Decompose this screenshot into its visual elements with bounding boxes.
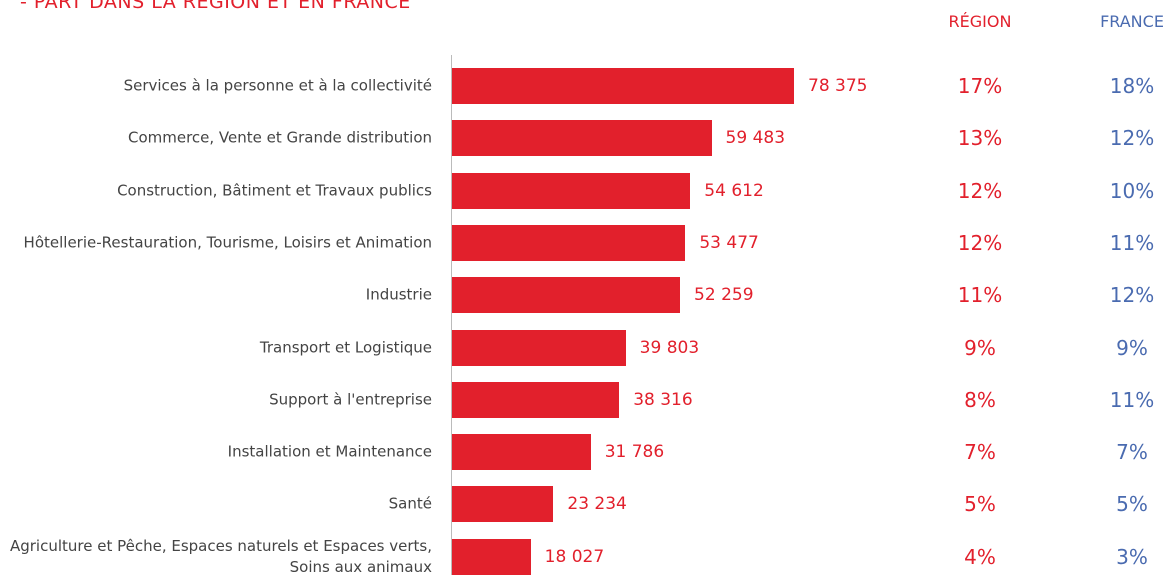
bar: [452, 329, 626, 366]
category-label: Support à l'entreprise: [269, 390, 432, 409]
category-label: Transport et Logistique: [259, 338, 432, 356]
axis-line: [451, 55, 452, 575]
percent-label: 12%: [957, 230, 1003, 255]
percent-label: 4%: [964, 544, 996, 569]
category-label: Commerce, Vente et Grande distribution: [127, 128, 432, 147]
bar: [452, 224, 686, 261]
value-label: 52 259: [694, 285, 754, 306]
percent-label: 3%: [1116, 544, 1148, 569]
percent-label: 7%: [1116, 440, 1148, 465]
value-label: 54 612: [704, 180, 764, 201]
value-label: 39 803: [639, 337, 700, 358]
bar: [452, 172, 691, 209]
value-label: 78 375: [808, 76, 868, 96]
value-label: 18 027: [544, 546, 605, 567]
percent-label: 5%: [1116, 492, 1148, 517]
category-label: Santé: [388, 494, 432, 513]
bar: [452, 486, 554, 523]
percent-label: 8%: [964, 387, 996, 412]
value-label: 59 483: [725, 128, 786, 149]
category-label: Construction, Bâtiment et Travaux public…: [117, 181, 432, 200]
column-header: FRANCE: [1100, 12, 1164, 31]
percent-label: 12%: [1109, 126, 1155, 151]
percent-label: 18%: [1109, 74, 1155, 98]
category-label: Installation et Maintenance: [227, 442, 432, 461]
bar: [452, 538, 531, 575]
chart-title: - PART DANS LA RÉGION ET EN FRANCE: [20, 0, 411, 13]
value-label: 31 786: [604, 442, 665, 463]
percent-label: 13%: [957, 126, 1003, 151]
percent-label: 17%: [957, 74, 1003, 98]
percent-label: 7%: [964, 440, 996, 465]
percent-label: 5%: [964, 492, 996, 517]
value-label: 23 234: [567, 494, 627, 515]
bar: [452, 434, 591, 471]
bar: [452, 68, 794, 104]
bar: [452, 120, 712, 157]
bar: [452, 277, 681, 314]
percent-label: 12%: [1109, 283, 1155, 308]
percent-label: 12%: [957, 178, 1003, 203]
percent-label: 11%: [957, 283, 1003, 308]
category-label: Agriculture et Pêche, Espaces naturels e…: [9, 536, 432, 575]
category-label: Industrie: [365, 285, 432, 304]
value-label: 38 316: [633, 389, 693, 410]
category-label: Hôtellerie-Restauration, Tourisme, Loisi…: [23, 233, 432, 252]
percent-label: 11%: [1109, 387, 1155, 412]
category-label: Services à la personne et à la collectiv…: [123, 76, 432, 95]
bar: [452, 381, 620, 418]
percent-label: 10%: [1109, 178, 1155, 203]
column-header: RÉGION: [948, 12, 1012, 31]
percent-label: 9%: [1116, 335, 1148, 360]
percent-label: 11%: [1109, 230, 1155, 255]
value-label: 53 477: [699, 232, 759, 253]
percent-label: 9%: [964, 335, 996, 360]
